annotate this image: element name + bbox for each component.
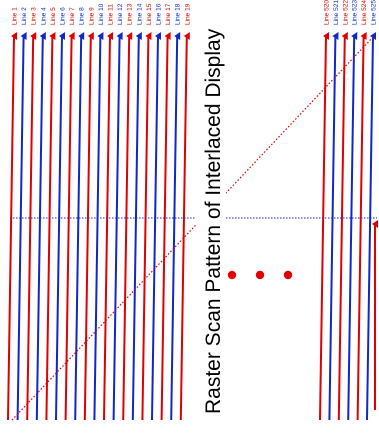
line-label: Line 18 bbox=[175, 3, 182, 25]
scan-line bbox=[347, 32, 358, 421]
scan-line bbox=[160, 32, 171, 421]
caption-background bbox=[196, 36, 226, 416]
scan-lines-left-group bbox=[7, 32, 190, 421]
scan-line bbox=[337, 32, 348, 421]
scan-line bbox=[45, 32, 56, 421]
line-label: Line 7 bbox=[69, 7, 76, 25]
scan-line bbox=[131, 32, 142, 421]
scan-line bbox=[170, 32, 181, 421]
line-label: Line 19 bbox=[184, 3, 191, 25]
line-label: Line 1 bbox=[12, 7, 19, 25]
scan-line bbox=[26, 32, 37, 421]
line-label: Line 2 bbox=[21, 7, 28, 25]
scan-line bbox=[319, 32, 330, 421]
line-label: Line 6 bbox=[60, 7, 67, 25]
line-label: Line 4 bbox=[40, 7, 47, 25]
scan-line bbox=[356, 32, 367, 421]
line-label: Line 9 bbox=[88, 7, 95, 25]
line-label: Line 15 bbox=[146, 3, 153, 25]
scan-line bbox=[103, 32, 114, 421]
line-label: Line 520 bbox=[324, 0, 331, 25]
line-label: Line 16 bbox=[156, 3, 163, 25]
line-label: Line 13 bbox=[127, 3, 134, 25]
scan-lines-right-group bbox=[319, 32, 377, 421]
line-label: Line 5 bbox=[50, 7, 57, 25]
scan-line bbox=[141, 32, 152, 421]
line-label: Line 521 bbox=[333, 0, 340, 25]
scan-line bbox=[7, 32, 18, 421]
line-label: Line 17 bbox=[165, 3, 172, 25]
line-label: Line 524 bbox=[361, 0, 368, 25]
scan-line bbox=[64, 32, 75, 421]
line-label: Line 522 bbox=[342, 0, 349, 25]
ellipsis-dot bbox=[255, 270, 265, 280]
line-label: Line 14 bbox=[136, 3, 143, 25]
scan-line bbox=[366, 32, 377, 421]
ellipsis-dot bbox=[227, 270, 237, 280]
scan-line bbox=[179, 32, 190, 421]
scan-line bbox=[83, 32, 94, 421]
scan-line bbox=[328, 32, 339, 421]
ellipsis-dots bbox=[227, 270, 293, 280]
diagram-title: Raster Scan Pattern of Interlaced Displa… bbox=[202, 28, 225, 414]
scan-line bbox=[35, 32, 46, 421]
scan-line bbox=[122, 32, 133, 421]
line-labels-group: Line 1 Line 2 Line 3 Line 4 Line 5 Line 6 Line… bbox=[12, 0, 378, 25]
line-label: Line 10 bbox=[98, 3, 105, 25]
scan-line bbox=[151, 32, 162, 421]
line-label: Line 523 bbox=[352, 0, 359, 25]
line-label: Line 3 bbox=[31, 7, 38, 25]
scan-line bbox=[55, 32, 66, 421]
line-label: Line 11 bbox=[108, 4, 115, 25]
line-label: Line 8 bbox=[79, 7, 86, 25]
scan-line bbox=[112, 32, 123, 421]
ellipsis-dot bbox=[283, 270, 293, 280]
line-label: Line 12 bbox=[117, 3, 124, 25]
scan-line bbox=[93, 32, 104, 421]
scan-line bbox=[16, 32, 27, 421]
scan-line bbox=[74, 32, 85, 421]
line-label: Line 525 bbox=[371, 0, 378, 25]
field-retrace-dotted-line bbox=[11, 35, 375, 421]
